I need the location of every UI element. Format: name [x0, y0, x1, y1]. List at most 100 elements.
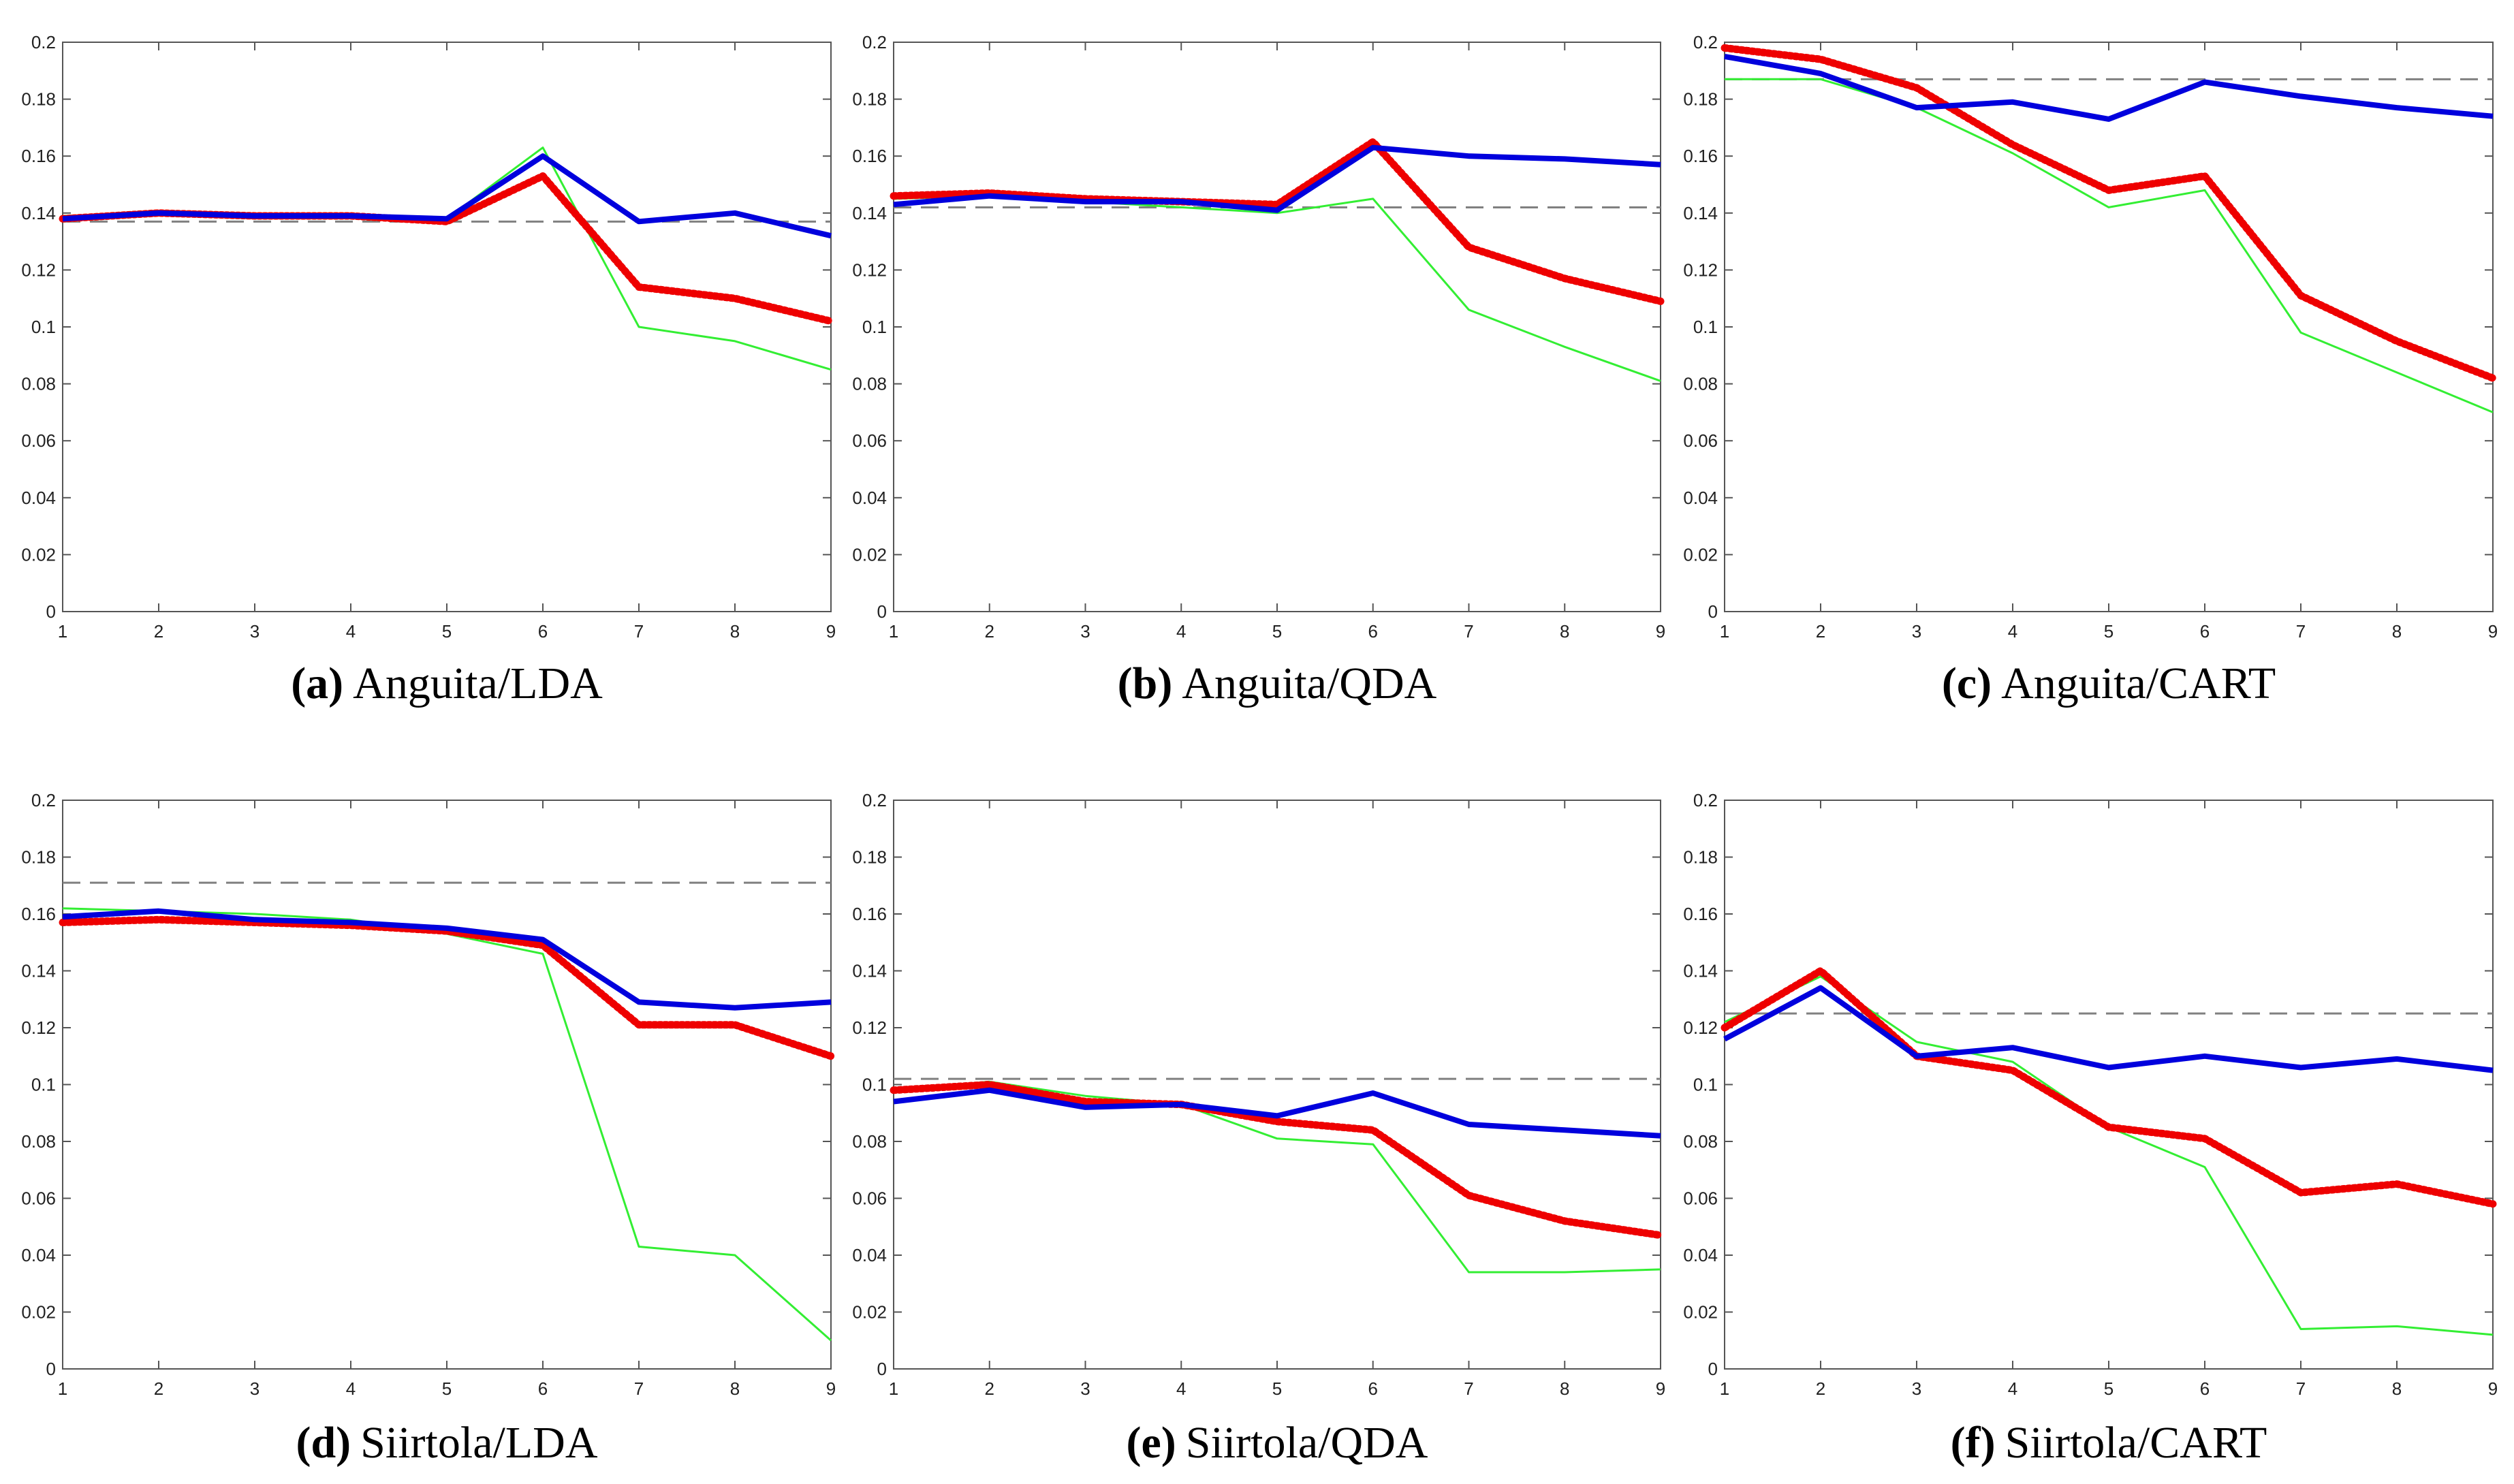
y-tick-label: 0.06 [1683, 1188, 1718, 1209]
y-tick-label: 0.1 [862, 1075, 887, 1095]
y-tick-label: 0 [1708, 1359, 1718, 1379]
caption-label: Siirtola/QDA [1186, 1418, 1428, 1468]
x-tick-label: 3 [1912, 1378, 1921, 1399]
plot-frame [1724, 800, 2494, 1370]
x-tick-label: 1 [1720, 1378, 1729, 1399]
y-tick-label: 0.18 [21, 89, 56, 110]
y-tick-label: 0.12 [852, 1017, 887, 1038]
series-line-red-dotted [1720, 44, 2497, 382]
series-line-blue-thick [1723, 985, 2494, 1073]
y-tick-label: 0.06 [1683, 430, 1718, 451]
x-tick-label: 8 [2392, 1378, 2402, 1399]
y-tick-label: 0.14 [852, 961, 887, 981]
caption-label: Anguita/CART [2001, 659, 2276, 708]
y-tick-label: 0.12 [1683, 259, 1718, 280]
y-tick-label: 0.02 [1683, 544, 1718, 565]
y-tick-label: 0.16 [21, 146, 56, 166]
y-tick-label: 0.1 [31, 317, 56, 337]
series-line-green-thin [62, 146, 832, 371]
y-tick-label: 0.2 [1693, 790, 1718, 810]
series-line-red-dotted [890, 1081, 1665, 1240]
y-tick-label: 0.12 [21, 1017, 56, 1038]
caption-label: Anguita/LDA [353, 659, 603, 708]
series-line-green-thin [1724, 975, 2494, 1336]
y-tick-label: 0.18 [21, 847, 56, 868]
caption-label: Anguita/QDA [1182, 659, 1436, 708]
y-tick-label: 0.2 [862, 32, 887, 52]
y-tick-label: 0.04 [1683, 1245, 1718, 1265]
x-tick-label: 6 [2200, 1378, 2210, 1399]
y-tick-label: 0.06 [852, 1188, 887, 1209]
x-tick-label: 5 [2104, 621, 2114, 642]
y-tick-label: 0.1 [1693, 1075, 1718, 1095]
y-tick-label: 0.04 [852, 488, 887, 508]
chart-panel-b: 0 0.02 0.04 0.06 0.08 0.1 0.12 0.14 0.16 0.18 0.2 1… [852, 32, 1665, 708]
y-tick-label: 0.12 [21, 259, 56, 280]
plot-frame [62, 42, 832, 612]
x-tick-label: 8 [730, 621, 740, 642]
x-tick-label: 6 [538, 621, 548, 642]
series-line-blue-thick [62, 153, 832, 239]
series-line-blue-thick [1724, 53, 2494, 122]
series-line-green-thin [893, 195, 1661, 382]
x-tick-label: 9 [826, 621, 836, 642]
y-tick-label: 0.06 [21, 1188, 56, 1209]
y-tick-label: 0.1 [862, 317, 887, 337]
x-tick-label: 5 [442, 1378, 452, 1399]
y-tick-label: 0 [46, 601, 56, 622]
y-tick-label: 0.06 [21, 430, 56, 451]
y-tick-label: 0.2 [31, 32, 56, 52]
y-tick-label: 0.2 [862, 790, 887, 810]
x-tick-label: 7 [1464, 621, 1473, 642]
x-tick-label: 9 [1656, 1378, 1665, 1399]
chart-panel-c: 0 0.02 0.04 0.06 0.08 0.1 0.12 0.14 0.16 0.18 0.2 1… [1683, 32, 2498, 708]
y-tick-label: 0.18 [852, 847, 887, 868]
x-tick-label: 1 [889, 621, 898, 642]
caption-letter: (f) [1951, 1418, 1996, 1468]
chart-panel-a: 0 0.02 0.04 0.06 0.08 0.1 0.12 0.14 0.16 0.18 0.2 1… [21, 32, 836, 708]
x-tick-label: 4 [346, 621, 356, 642]
plot-frame [62, 800, 832, 1370]
x-tick-label: 1 [889, 1378, 898, 1399]
x-tick-label: 9 [826, 1378, 836, 1399]
x-tick-label: 3 [1080, 621, 1090, 642]
x-tick-label: 8 [2392, 621, 2402, 642]
x-tick-label: 2 [1816, 621, 1825, 642]
x-tick-label: 2 [985, 621, 994, 642]
y-tick-label: 0.16 [21, 904, 56, 924]
panel-caption: (d) Siirtola/LDA [296, 1418, 598, 1468]
y-tick-label: 0.18 [1683, 89, 1718, 110]
x-tick-label: 7 [634, 1378, 644, 1399]
x-tick-label: 4 [1176, 621, 1186, 642]
y-tick-label: 0.08 [852, 1131, 887, 1152]
x-tick-label: 8 [1560, 1378, 1569, 1399]
x-tick-label: 7 [2296, 621, 2306, 642]
x-tick-label: 3 [1080, 1378, 1090, 1399]
y-tick-label: 0.04 [21, 1245, 56, 1265]
y-tick-label: 0.02 [852, 1302, 887, 1323]
plot-frame [1724, 42, 2494, 612]
x-tick-label: 8 [730, 1378, 740, 1399]
x-tick-label: 7 [634, 621, 644, 642]
panel-caption: (a) Anguita/LDA [291, 659, 603, 708]
x-tick-label: 1 [58, 1378, 67, 1399]
y-tick-label: 0 [877, 601, 887, 622]
chart-panel-d: 0 0.02 0.04 0.06 0.08 0.1 0.12 0.14 0.16 0.18 0.2 1… [21, 790, 836, 1468]
y-tick-label: 0.02 [21, 1302, 56, 1323]
y-tick-label: 0.12 [1683, 1017, 1718, 1038]
y-tick-label: 0.16 [1683, 146, 1718, 166]
panel-caption: (e) Siirtola/QDA [1127, 1418, 1428, 1468]
x-tick-label: 1 [58, 621, 67, 642]
series-line-blue-thick [893, 1087, 1661, 1139]
x-tick-label: 7 [1464, 1378, 1473, 1399]
panel-caption: (c) Anguita/CART [1942, 659, 2276, 708]
caption-letter: (e) [1127, 1418, 1176, 1468]
y-tick-label: 0.16 [1683, 904, 1718, 924]
x-tick-label: 8 [1560, 621, 1569, 642]
y-tick-label: 0 [877, 1359, 887, 1379]
x-tick-label: 4 [1176, 1378, 1186, 1399]
y-tick-label: 0.18 [1683, 847, 1718, 868]
y-tick-label: 0.14 [21, 203, 56, 223]
caption-letter: (a) [291, 659, 343, 708]
